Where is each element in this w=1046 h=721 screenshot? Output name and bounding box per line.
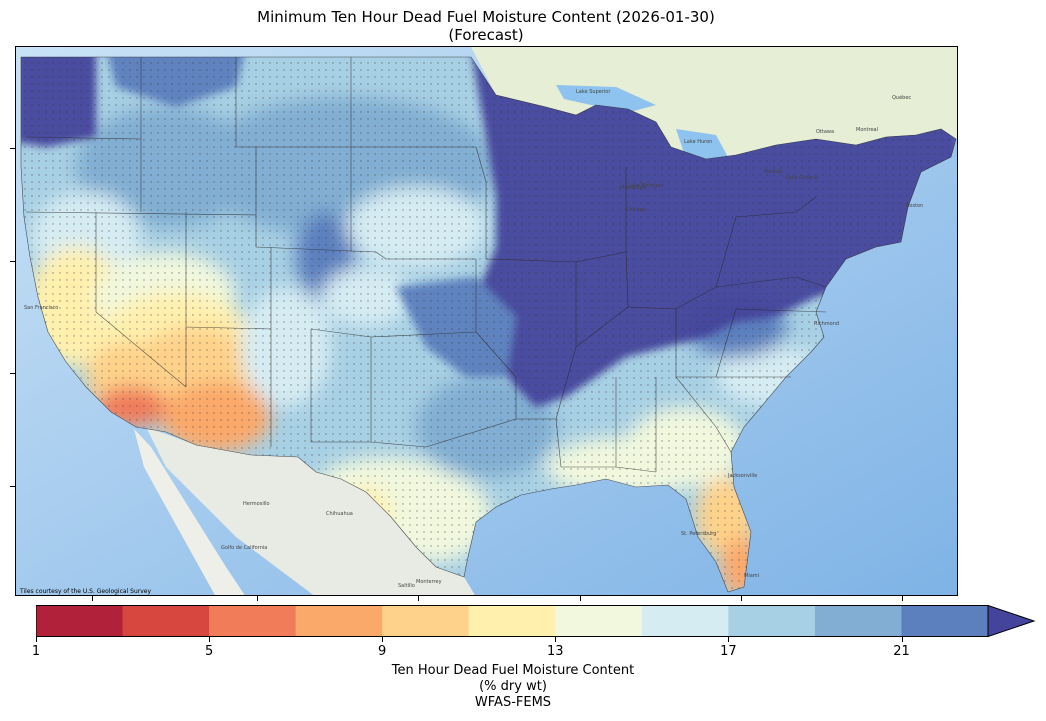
- place-label: Monterrey: [416, 579, 442, 585]
- colorbar-tick: [36, 637, 37, 642]
- colorbar-label-line-1: Ten Hour Dead Fuel Moisture Content: [391, 663, 635, 678]
- colorbar-tick-label: 1: [31, 644, 41, 659]
- place-label: Ottawa: [816, 129, 834, 135]
- place-label: St. Petersburg: [681, 531, 716, 537]
- attribution-text: Tiles courtesy of the U.S. Geological Su…: [19, 588, 151, 595]
- map-title: Minimum Ten Hour Dead Fuel Moisture Cont…: [0, 8, 972, 44]
- place-label: Montreal: [856, 127, 878, 133]
- place-label: Golfo de California: [221, 545, 267, 551]
- colorbar-segment: [901, 605, 989, 637]
- colorbar-segment: [814, 605, 902, 637]
- place-label: Lake Superior: [576, 89, 611, 95]
- x-tick: [580, 596, 581, 601]
- x-tick: [741, 596, 742, 601]
- colorbar-tick-label: 5: [204, 644, 214, 659]
- place-label: Lake Michigan: [628, 183, 664, 189]
- colorbar-extend-arrow: [987, 605, 1036, 637]
- colorbar-segment: [122, 605, 210, 637]
- place-label: Hermosillo: [243, 501, 270, 507]
- baja-california: [134, 429, 245, 595]
- colorbar-segment: [295, 605, 383, 637]
- place-label: Toronto: [763, 169, 782, 175]
- map-panel[interactable]: San Francisco Hermosillo Chihuahua Golfo…: [15, 46, 958, 596]
- place-label: Miami: [744, 573, 759, 579]
- mexico-land: [146, 427, 475, 595]
- place-label: Chihuahua: [326, 511, 353, 517]
- colorbar-segment: [468, 605, 556, 637]
- colorbar-segment: [209, 605, 297, 637]
- colorbar-label-line-2: (% dry wt): [479, 679, 547, 694]
- x-tick: [902, 596, 903, 601]
- y-tick: [10, 373, 15, 374]
- y-tick: [10, 261, 15, 262]
- place-label: Chicago: [626, 207, 646, 213]
- colorbar-segment: [36, 605, 124, 637]
- colorbar-segment: [641, 605, 729, 637]
- x-tick: [92, 596, 93, 601]
- lake-superior: [556, 85, 656, 113]
- colorbar-label: Ten Hour Dead Fuel Moisture Content (% d…: [300, 663, 726, 711]
- place-label: San Francisco: [24, 305, 58, 311]
- colorbar-segments: [36, 605, 989, 637]
- colorbar-segment: [555, 605, 643, 637]
- map-svg: San Francisco Hermosillo Chihuahua Golfo…: [16, 47, 957, 595]
- colorbar-tick: [728, 637, 730, 642]
- colorbar-tick-label: 21: [893, 644, 910, 659]
- colorbar-tick: [382, 637, 384, 642]
- y-tick: [10, 486, 15, 487]
- colorbar-label-line-3: WFAS-FEMS: [474, 695, 552, 710]
- title-line-2: (Forecast): [448, 26, 524, 44]
- colorbar-tick-label: 13: [547, 644, 564, 659]
- y-tick: [10, 148, 15, 149]
- title-line-1: Minimum Ten Hour Dead Fuel Moisture Cont…: [257, 8, 715, 26]
- colorbar-tick-label: 9: [378, 644, 387, 659]
- place-label: Saltillo: [398, 583, 415, 589]
- colorbar-tick: [209, 637, 211, 642]
- colorbar: [36, 605, 1036, 637]
- place-label: Milwaukee: [620, 185, 646, 191]
- place-label: Jacksonville: [727, 473, 757, 479]
- place-label: Boston: [906, 203, 923, 209]
- canada-land: [471, 47, 957, 159]
- colorbar-segment: [728, 605, 816, 637]
- basemap-labels: San Francisco Hermosillo Chihuahua Golfo…: [24, 89, 923, 589]
- place-label: Lake Ontario: [786, 175, 818, 181]
- x-tick: [418, 596, 419, 601]
- colorbar-tick: [901, 637, 903, 642]
- place-label: Québec: [892, 94, 911, 101]
- place-label: Richmond: [814, 321, 839, 327]
- place-label: Lake Huron: [684, 139, 712, 145]
- colorbar-segment: [382, 605, 470, 637]
- x-tick: [257, 596, 258, 601]
- colorbar-tick-label: 17: [720, 644, 737, 659]
- colorbar-tick: [555, 637, 557, 642]
- state-boundaries: [20, 56, 957, 593]
